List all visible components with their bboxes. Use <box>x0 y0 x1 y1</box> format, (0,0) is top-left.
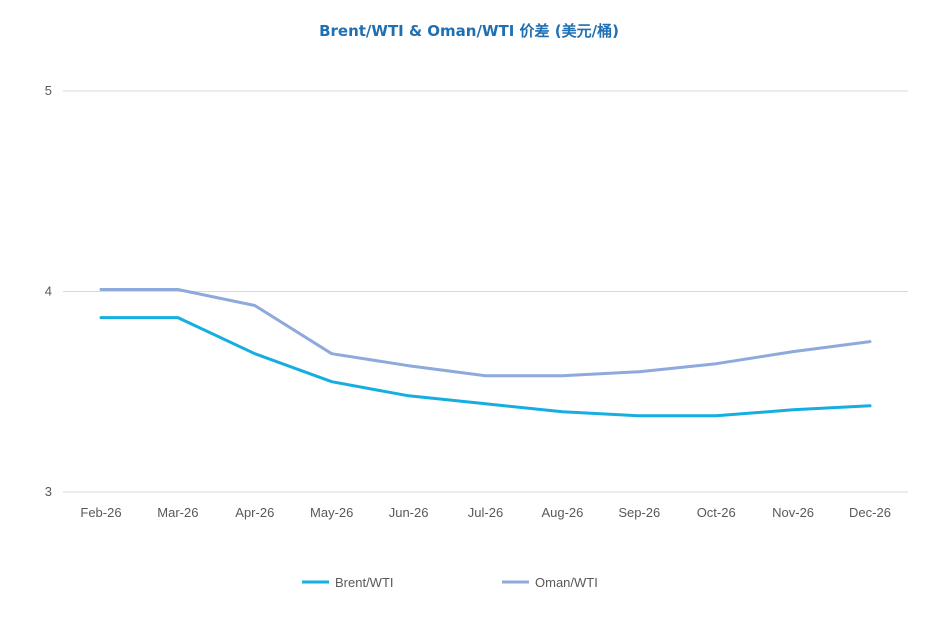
x-tick-label: Aug-26 <box>541 505 583 520</box>
series-lines <box>99 288 872 418</box>
x-tick-label: Sep-26 <box>618 505 660 520</box>
x-tick-label: Mar-26 <box>157 505 198 520</box>
x-tick-label: Apr-26 <box>235 505 274 520</box>
y-axis-tick-labels: 3 4 5 <box>45 83 52 499</box>
x-tick-label: Oct-26 <box>697 505 736 520</box>
y-tick-label: 4 <box>45 284 52 299</box>
x-tick-label: Feb-26 <box>80 505 121 520</box>
x-axis-tick-labels: Feb-26 Mar-26 Apr-26 May-26 Jun-26 Jul-26 Aug-… <box>80 505 891 520</box>
series-line-0 <box>99 316 872 418</box>
x-tick-label: May-26 <box>310 505 353 520</box>
x-tick-label: Jul-26 <box>468 505 503 520</box>
x-tick-label: Jun-26 <box>389 505 429 520</box>
x-tick-label: Nov-26 <box>772 505 814 520</box>
y-tick-label: 3 <box>45 484 52 499</box>
y-tick-label: 5 <box>45 83 52 98</box>
legend-label: Oman/WTI <box>535 575 598 590</box>
x-tick-label: Dec-26 <box>849 505 891 520</box>
grid-lines <box>63 90 908 493</box>
legend-label: Brent/WTI <box>335 575 394 590</box>
legend: Brent/WTI Oman/WTI <box>302 575 598 590</box>
series-line-1 <box>99 288 872 378</box>
chart-title: Brent/WTI & Oman/WTI 价差 (美元/桶) <box>319 22 619 40</box>
